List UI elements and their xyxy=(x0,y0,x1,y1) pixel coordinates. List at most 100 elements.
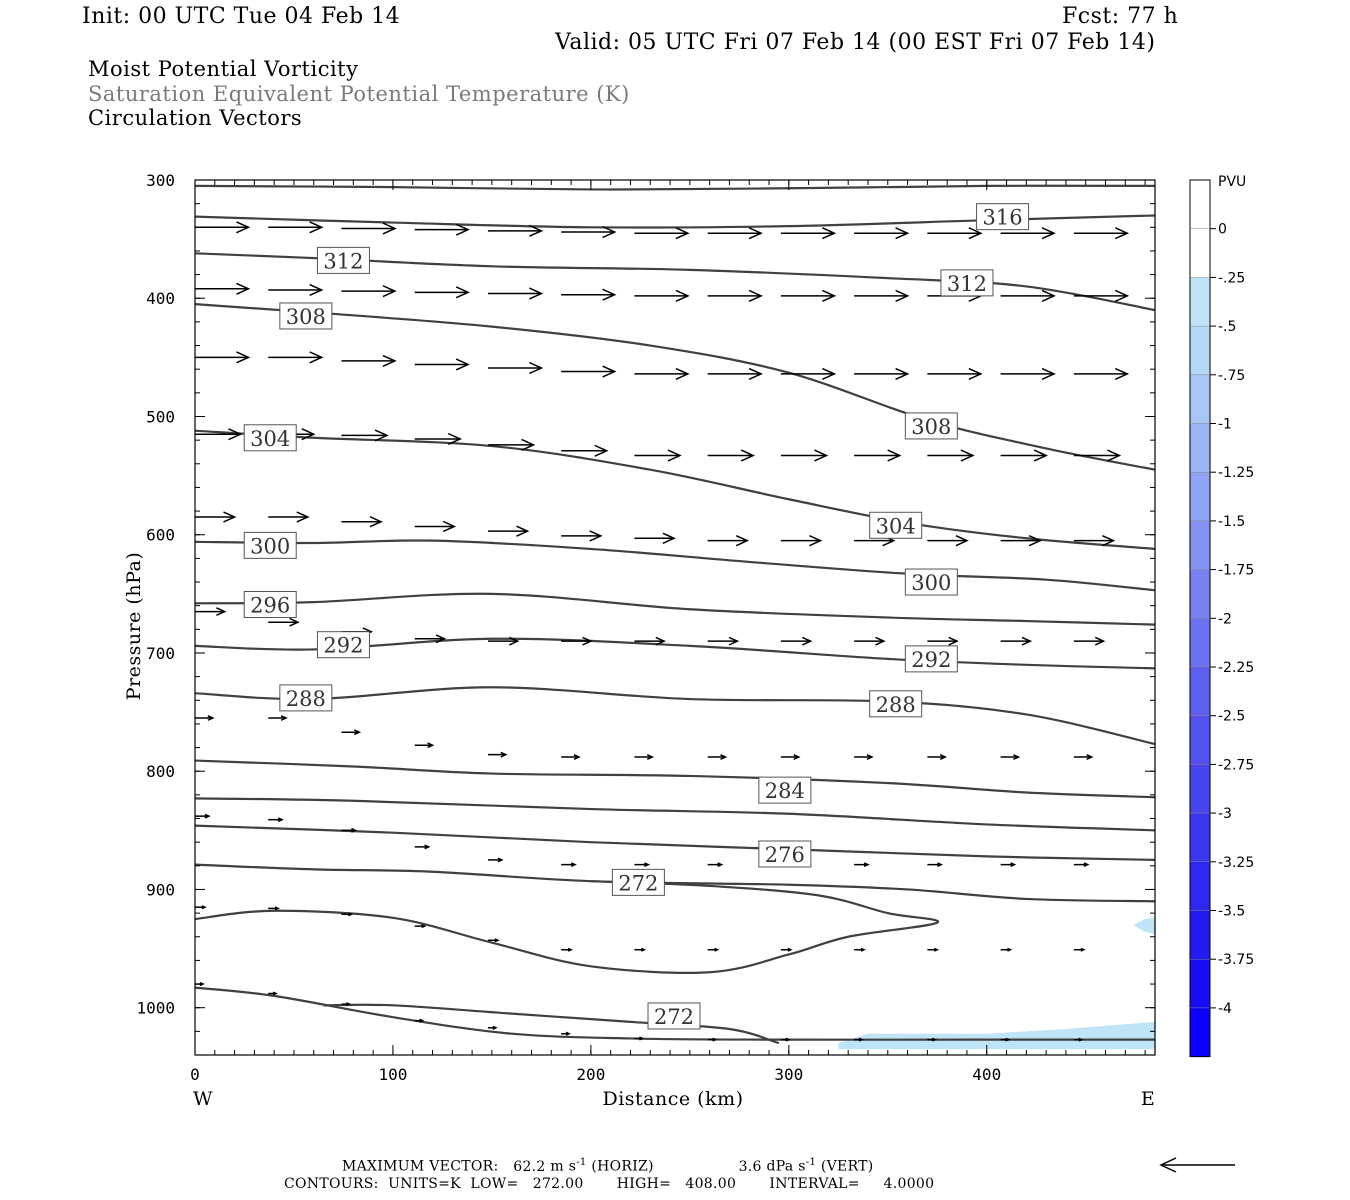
circulation-vector xyxy=(780,636,813,646)
contour-label: 300 xyxy=(243,531,297,559)
contour-label: 272 xyxy=(647,1002,701,1030)
contour-line xyxy=(195,759,1155,799)
contour-label: 276 xyxy=(758,840,812,868)
axes: 300 400 500 600 700 800 900 1000 0 100 200 300 400 xyxy=(136,171,1155,1084)
circulation-vector xyxy=(1000,862,1017,868)
contour-line xyxy=(195,686,1155,746)
circulation-vector xyxy=(341,285,397,298)
circulation-vector xyxy=(268,221,324,234)
circulation-vector xyxy=(854,1037,864,1042)
circulation-vector xyxy=(927,449,975,462)
contour-label: 312 xyxy=(940,269,994,297)
circulation-vector xyxy=(927,1037,938,1042)
circulation-vector xyxy=(854,289,910,302)
east-label: E xyxy=(1141,1088,1155,1110)
circulation-vector xyxy=(195,428,243,441)
circulation-vector xyxy=(780,754,801,760)
circulation-vector xyxy=(854,947,866,952)
horiz-value: 62.2 xyxy=(513,1158,546,1175)
colorbar-swatch xyxy=(1190,472,1210,522)
circulation-vectors xyxy=(195,221,1130,1042)
circulation-vector xyxy=(268,617,300,627)
circulation-vector xyxy=(927,367,983,381)
contour-line xyxy=(195,880,940,974)
circulation-vector xyxy=(414,520,457,533)
x-tick-label: 0 xyxy=(190,1065,200,1084)
circulation-vector xyxy=(927,754,948,760)
colorbar-label: 0 xyxy=(1218,222,1227,238)
circulation-vector xyxy=(927,534,969,547)
x-tick-label: 200 xyxy=(576,1065,605,1084)
circulation-vector xyxy=(1000,367,1056,381)
circulation-vector xyxy=(414,223,470,236)
contour-line xyxy=(195,539,1155,592)
svg-text:288: 288 xyxy=(286,687,326,711)
circulation-vector xyxy=(634,367,690,381)
horiz-unit: m s xyxy=(550,1158,577,1175)
vert-exp: -1 xyxy=(805,1157,817,1168)
circulation-vector xyxy=(414,844,431,850)
circulation-vector xyxy=(707,754,728,760)
circulation-vector xyxy=(1000,227,1056,240)
colorbar-label: -3.75 xyxy=(1218,952,1254,968)
colorbar-label: -2.75 xyxy=(1218,757,1254,773)
west-label: W xyxy=(193,1088,213,1110)
colorbar-label: -3.25 xyxy=(1218,855,1254,871)
contour-line xyxy=(195,592,1155,626)
circulation-vector xyxy=(414,1018,425,1023)
circulation-vector xyxy=(268,283,324,297)
colorbar-swatch xyxy=(1190,813,1210,863)
svg-text:300: 300 xyxy=(911,571,951,595)
circulation-vector xyxy=(854,636,886,646)
colorbar-label: -4 xyxy=(1218,1001,1232,1017)
contour-line xyxy=(195,824,1155,861)
circulation-vector xyxy=(634,532,676,544)
colorbar-label: -1.25 xyxy=(1218,465,1254,481)
colorbar-title: PVU xyxy=(1218,174,1246,190)
circulation-vector xyxy=(195,813,211,819)
circulation-vector xyxy=(561,947,573,952)
circulation-vector xyxy=(341,516,383,528)
circulation-vector xyxy=(634,449,682,462)
vert-value: 3.6 xyxy=(738,1158,762,1175)
svg-text:300: 300 xyxy=(250,534,290,558)
circulation-vector xyxy=(707,227,763,240)
contour-label: 312 xyxy=(316,246,370,274)
circulation-vector xyxy=(1000,947,1013,952)
circulation-vector xyxy=(561,288,617,301)
circulation-vector xyxy=(1000,754,1021,760)
colorbar-swatch xyxy=(1190,228,1210,278)
circulation-vector xyxy=(487,1025,498,1030)
valid-time: Valid: 05 UTC Fri 07 Feb 14 (00 EST Fri … xyxy=(555,30,1156,55)
circulation-vector xyxy=(487,751,508,758)
circulation-vector xyxy=(195,221,251,234)
circulation-vector xyxy=(707,947,720,952)
colorbar-label: -1.5 xyxy=(1218,514,1245,530)
circulation-vector xyxy=(195,351,251,364)
svg-text:284: 284 xyxy=(765,779,805,803)
circulation-vector xyxy=(1000,289,1056,302)
circulation-vector xyxy=(634,862,651,868)
circulation-vector xyxy=(927,636,959,646)
circulation-vector xyxy=(268,351,324,364)
contour-label: 288 xyxy=(279,684,333,712)
title-circulation: Circulation Vectors xyxy=(88,106,303,130)
circulation-vector xyxy=(487,438,536,451)
circulation-vector xyxy=(414,432,463,446)
contour-label: 284 xyxy=(758,776,812,804)
contour-line xyxy=(323,1003,780,1045)
pv-shaded-area xyxy=(838,1021,1155,1050)
y-tick-label: 400 xyxy=(146,289,175,308)
circulation-vector xyxy=(487,525,530,537)
forecast-hour: Fcst: 77 h xyxy=(1062,4,1179,29)
colorbar-swatch xyxy=(1190,618,1210,668)
contour-labels: 316 312 312 308 308 304 304 300 300 296 292 292 288 2… xyxy=(243,203,1030,1030)
contour-label: 308 xyxy=(904,412,958,440)
colorbar-swatch xyxy=(1190,374,1210,424)
svg-text:272: 272 xyxy=(618,871,658,895)
title-theta-es: Saturation Equivalent Potential Temperat… xyxy=(88,82,630,106)
colorbar-swatch xyxy=(1190,667,1210,717)
contour-label: 300 xyxy=(904,568,958,596)
colorbar-label: -3.5 xyxy=(1218,904,1245,920)
init-time: Init: 00 UTC Tue 04 Feb 14 xyxy=(82,4,401,29)
